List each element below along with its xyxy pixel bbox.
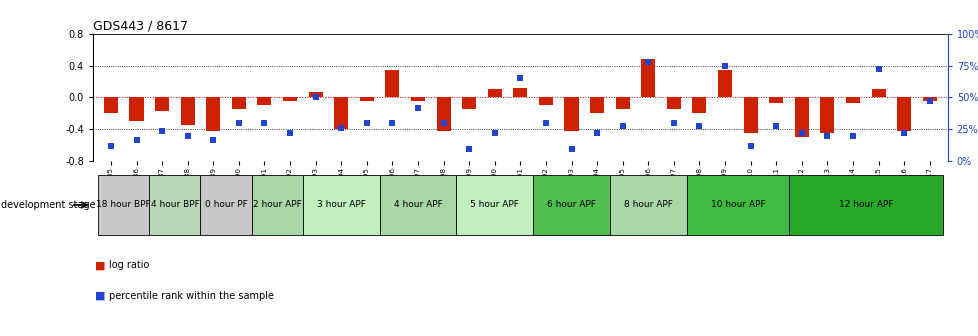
Bar [155, 97, 169, 111]
Text: 3 hour APF: 3 hour APF [317, 201, 365, 209]
Bar [257, 97, 271, 106]
Point [768, 123, 783, 128]
Text: 5 hour APF: 5 hour APF [469, 201, 518, 209]
Point [231, 120, 246, 126]
Point [793, 130, 809, 136]
Bar [717, 70, 732, 97]
Bar [129, 97, 144, 121]
Bar [820, 97, 833, 133]
Bar [302, 175, 379, 235]
Text: 4 hour APF: 4 hour APF [393, 201, 442, 209]
Bar [666, 97, 681, 110]
Bar [150, 175, 200, 235]
Text: percentile rank within the sample: percentile rank within the sample [109, 291, 274, 301]
Text: 8 hour APF: 8 hour APF [623, 201, 672, 209]
Point [410, 105, 425, 110]
Point [921, 98, 937, 104]
Bar [922, 97, 936, 101]
Point [435, 120, 451, 126]
Bar [98, 175, 150, 235]
Point [511, 76, 527, 81]
Bar [411, 97, 424, 101]
Text: 6 hour APF: 6 hour APF [547, 201, 596, 209]
Text: GDS443 / 8617: GDS443 / 8617 [93, 19, 188, 33]
Point [538, 120, 554, 126]
Bar [359, 97, 374, 101]
Bar [283, 97, 296, 101]
Bar [436, 97, 450, 131]
Point [665, 120, 681, 126]
Text: ■: ■ [95, 260, 106, 270]
Bar [743, 97, 757, 133]
Bar [794, 97, 808, 137]
Bar [609, 175, 686, 235]
Bar [615, 97, 629, 110]
Point [282, 130, 297, 136]
Bar [564, 97, 578, 131]
Bar [896, 97, 911, 131]
Bar [232, 97, 245, 110]
Text: 2 hour APF: 2 hour APF [252, 201, 301, 209]
Point [614, 123, 630, 128]
Point [128, 137, 144, 142]
Point [333, 125, 349, 131]
Point [742, 143, 758, 149]
Bar [845, 97, 859, 103]
Point [690, 123, 706, 128]
Point [896, 130, 911, 136]
Bar [487, 89, 502, 97]
Text: ■: ■ [95, 291, 106, 301]
Bar [512, 88, 527, 97]
Point [384, 120, 400, 126]
Bar [200, 175, 251, 235]
Point [155, 128, 170, 133]
Bar [385, 70, 399, 97]
Point [103, 143, 118, 149]
Text: 18 hour BPF: 18 hour BPF [96, 201, 151, 209]
Point [256, 120, 272, 126]
Bar [538, 97, 553, 106]
Bar [104, 97, 117, 114]
Bar [691, 97, 706, 114]
Bar [788, 175, 942, 235]
Bar [870, 89, 885, 97]
Bar [379, 175, 456, 235]
Bar [456, 175, 533, 235]
Bar [308, 92, 323, 97]
Text: development stage: development stage [1, 200, 96, 210]
Point [589, 130, 604, 136]
Point [486, 130, 502, 136]
Text: log ratio: log ratio [109, 260, 149, 270]
Bar [533, 175, 609, 235]
Bar [769, 97, 782, 103]
Text: 4 hour BPF: 4 hour BPF [151, 201, 200, 209]
Point [717, 63, 733, 68]
Point [869, 67, 885, 72]
Point [461, 146, 476, 151]
Text: 12 hour APF: 12 hour APF [838, 201, 892, 209]
Point [359, 120, 375, 126]
Bar [206, 97, 220, 131]
Bar [181, 97, 195, 125]
Bar [686, 175, 788, 235]
Text: 10 hour APF: 10 hour APF [710, 201, 765, 209]
Point [819, 133, 834, 138]
Point [640, 59, 655, 65]
Bar [333, 97, 348, 129]
Point [844, 133, 860, 138]
Bar [590, 97, 603, 114]
Point [307, 95, 323, 100]
Bar [251, 175, 302, 235]
Point [563, 146, 579, 151]
Text: 0 hour PF: 0 hour PF [204, 201, 247, 209]
Point [205, 137, 221, 142]
Bar [462, 97, 475, 110]
Point [180, 133, 196, 138]
Bar [641, 59, 654, 97]
